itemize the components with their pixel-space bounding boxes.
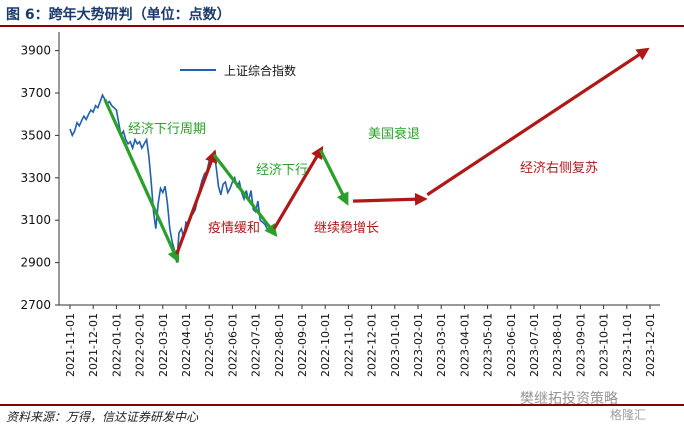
x-tick-label: 2022-03-01 xyxy=(157,313,170,377)
x-tick-label: 2021-11-01 xyxy=(64,313,77,377)
x-tick-label: 2022-07-01 xyxy=(250,313,263,377)
y-tick-label: 3100 xyxy=(20,213,51,227)
y-tick-label: 3700 xyxy=(20,86,51,100)
x-tick-label: 2022-05-01 xyxy=(203,313,216,377)
trend-label: 经济下行 xyxy=(256,163,308,178)
x-tick-label: 2023-08-01 xyxy=(551,313,564,377)
trend-arrow-up xyxy=(272,145,324,230)
x-tick-label: 2022-06-01 xyxy=(226,313,239,377)
trend-label: 经济右侧复苏 xyxy=(520,160,598,176)
trend-arrows xyxy=(103,47,650,264)
x-tick-label: 2022-02-01 xyxy=(134,313,147,377)
trend-label: 疫情缓和 xyxy=(208,220,260,236)
x-tick-label: 2022-12-01 xyxy=(366,313,379,377)
title-rule xyxy=(0,25,684,27)
trend-arrow-down xyxy=(319,149,349,206)
trend-arrow-up xyxy=(426,47,650,197)
series-layer xyxy=(69,93,271,263)
index-line xyxy=(69,93,271,263)
chart-title: 图 6：跨年大势研判（单位：点数） xyxy=(6,7,231,23)
y-tick-label: 3300 xyxy=(20,171,51,185)
trend-arrow-up xyxy=(175,149,218,255)
axes: 2700 2900 3100 3300 3500 3700 3900 2021-11-01 20… xyxy=(20,32,660,377)
chart-canvas: 2700 2900 3100 3300 3500 3700 3900 2021-11-01 20… xyxy=(20,32,660,377)
x-tick-label: 2023-12-01 xyxy=(644,313,657,377)
x-tick-label: 2022-01-01 xyxy=(110,313,123,377)
x-tick-label: 2023-05-01 xyxy=(482,313,495,377)
x-tick-label: 2021-12-01 xyxy=(87,313,100,377)
legend: 上证综合指数 xyxy=(180,63,296,78)
x-tick-label: 2023-09-01 xyxy=(574,313,587,377)
x-tick-label: 2022-04-01 xyxy=(180,313,193,377)
y-tick-label: 2700 xyxy=(20,298,51,312)
x-tick-label: 2023-04-01 xyxy=(458,313,471,377)
footer-rule xyxy=(0,404,684,406)
legend-label: 上证综合指数 xyxy=(224,63,296,78)
trend-label: 经济下行周期 xyxy=(128,122,206,137)
watermark-2: 格隆汇 xyxy=(610,408,647,422)
x-tick-label: 2022-08-01 xyxy=(273,313,286,377)
watermark: 樊继拓投资策略 xyxy=(520,391,618,407)
y-tick-label: 3900 xyxy=(20,44,51,58)
trend-arrow-up xyxy=(352,192,428,206)
x-tick-label: 2023-03-01 xyxy=(435,313,448,377)
x-tick-label: 2022-09-01 xyxy=(296,313,309,377)
source-note: 资料来源：万得，信达证券研发中心 xyxy=(6,410,199,424)
trend-arrow-down xyxy=(212,153,278,237)
x-tick-label: 2023-11-01 xyxy=(621,313,634,377)
x-tick-label: 2023-02-01 xyxy=(412,313,425,377)
x-tick-label: 2022-10-01 xyxy=(319,313,332,377)
x-tick-label: 2023-07-01 xyxy=(528,313,541,377)
x-tick-label: 2023-10-01 xyxy=(598,313,611,377)
trend-label: 美国衰退 xyxy=(368,126,420,142)
trend-arrow-down xyxy=(103,98,180,264)
y-tick-label: 3500 xyxy=(20,128,51,142)
x-tick-label: 2022-11-01 xyxy=(342,313,355,377)
x-tick-label: 2023-01-01 xyxy=(389,313,402,377)
y-tick-label: 2900 xyxy=(20,256,51,270)
trend-label: 继续稳增长 xyxy=(314,220,379,236)
x-tick-label: 2023-06-01 xyxy=(505,313,518,377)
